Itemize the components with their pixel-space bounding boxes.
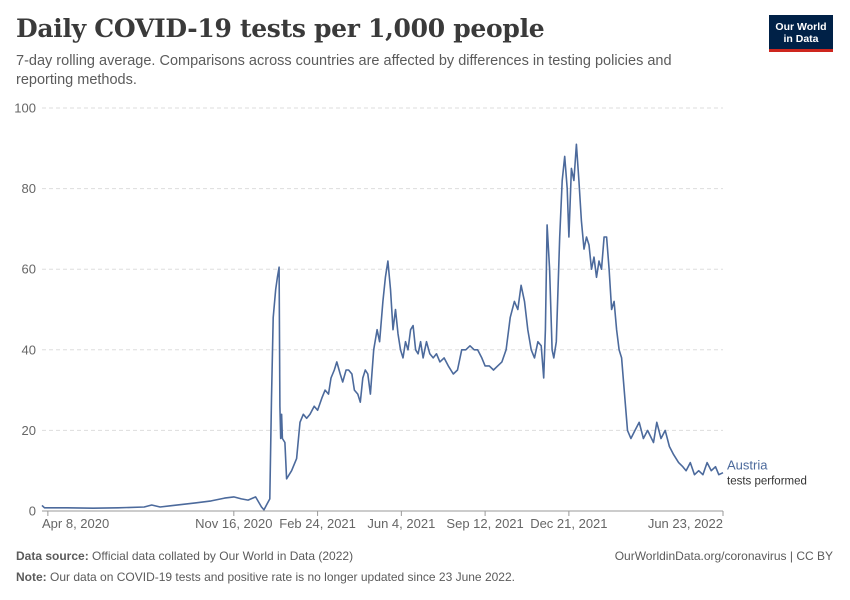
gridlines xyxy=(42,107,723,431)
data-source: Data source: Official data collated by O… xyxy=(16,549,353,563)
line-chart: 0 20 40 60 80 100 Apr 8, 2020 Nov 16, 2020 Feb … xyxy=(14,101,807,532)
y-axis: 0 20 40 60 80 100 xyxy=(14,101,36,519)
data-source-label: Data source: xyxy=(16,549,89,563)
logo-line-1: Our World xyxy=(775,21,827,33)
y-tick-label: 80 xyxy=(22,181,36,196)
series-line-austria[interactable] xyxy=(41,143,724,511)
data-source-text: Official data collated by Our World in D… xyxy=(92,549,354,563)
x-tick-label: Apr 8, 2020 xyxy=(42,516,109,531)
series-labels: Austria tests performed xyxy=(727,458,807,488)
y-tick-label: 20 xyxy=(22,423,36,438)
note-text: Our data on COVID-19 tests and positive … xyxy=(50,570,515,584)
series-label: Austria xyxy=(727,458,768,473)
logo-line-2: in Data xyxy=(783,33,819,45)
x-tick-label: Sep 12, 2021 xyxy=(446,516,523,531)
y-tick-label: 40 xyxy=(22,342,36,357)
x-tick-label: Jun 4, 2021 xyxy=(367,516,435,531)
x-tick-label: Feb 24, 2021 xyxy=(279,516,356,531)
y-tick-label: 60 xyxy=(22,262,36,277)
y-tick-label: 0 xyxy=(29,504,36,519)
series-group xyxy=(41,143,724,511)
chart-subtitle: 7-day rolling average. Comparisons acros… xyxy=(16,53,672,88)
x-axis: Apr 8, 2020 Nov 16, 2020 Feb 24, 2021 Jun 4… xyxy=(42,510,724,531)
note-label: Note: xyxy=(16,570,47,584)
y-tick-label: 100 xyxy=(14,101,36,116)
x-tick-label: Nov 16, 2020 xyxy=(195,516,272,531)
x-tick-label: Dec 21, 2021 xyxy=(530,516,607,531)
credit-link[interactable]: OurWorldinData.org/coronavirus | CC BY xyxy=(614,549,833,563)
chart-note: Note: Our data on COVID-19 tests and pos… xyxy=(16,570,515,584)
chart-title: Daily COVID-19 tests per 1,000 people xyxy=(16,14,545,43)
owid-logo[interactable]: Our World in Data xyxy=(769,15,833,52)
series-sublabel: tests performed xyxy=(727,476,807,488)
x-tick-label: Jun 23, 2022 xyxy=(648,516,723,531)
